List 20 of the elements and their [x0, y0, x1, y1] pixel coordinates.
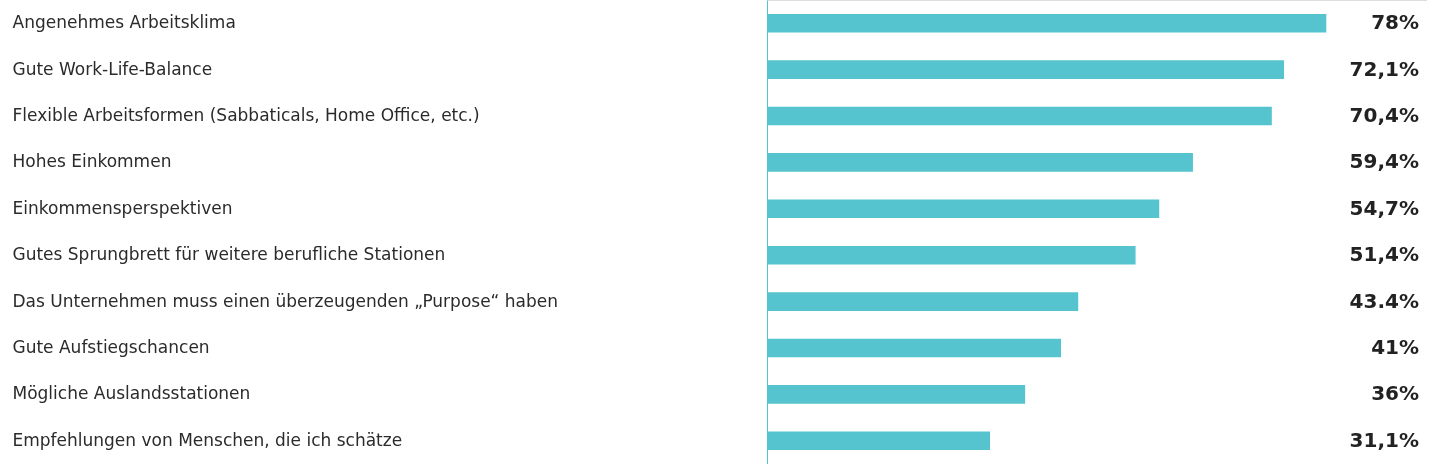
y-tick-label: Gute Aufstiegschancen	[12, 337, 210, 357]
y-tick-label: Gute Work-Life-Balance	[12, 58, 213, 79]
y-tick-label: Flexible Arbeitsformen (Sabbaticals, Home Office, etc.)	[12, 105, 480, 125]
y-tick-label: Mögliche Auslandsstationen	[12, 383, 251, 404]
data-label: 51,4%	[1349, 242, 1419, 267]
y-tick-label: Gutes Sprungbrett für weitere berufliche Stationen	[12, 244, 446, 265]
data-label: 59,4%	[1349, 149, 1419, 174]
data-label: 43.4%	[1349, 288, 1419, 313]
data-label: 41%	[1371, 335, 1419, 359]
y-tick-label: Das Unternehmen muss einen überzeugenden „Purpose“ haben	[12, 290, 559, 311]
y-tick-label: Empfehlungen von Menschen, die ich schätze	[12, 429, 403, 450]
y-tick-label: Angenehmes Arbeitsklima	[12, 12, 236, 33]
data-label: 72,1%	[1349, 56, 1419, 81]
y-tick-label: Hohes Einkommen	[12, 151, 172, 172]
data-label: 36%	[1371, 381, 1419, 406]
data-label: 54,7%	[1349, 195, 1419, 220]
y-tick-label: Einkommensperspektiven	[12, 197, 233, 218]
data-label: 78%	[1371, 10, 1419, 35]
data-label: 70,4%	[1349, 103, 1419, 127]
data-label: 31,1%	[1349, 427, 1419, 452]
